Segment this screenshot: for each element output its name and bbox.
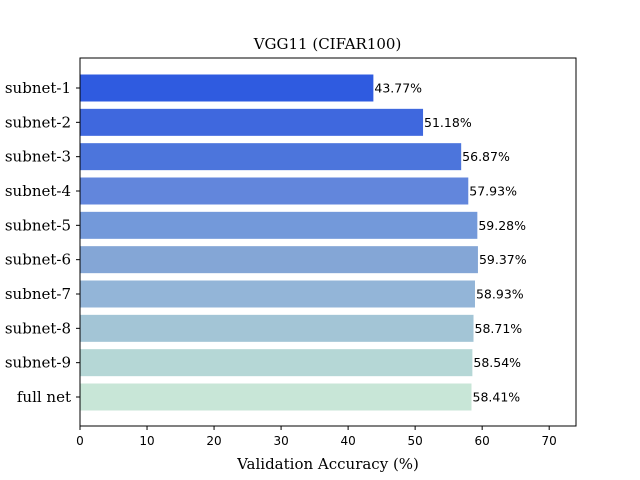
x-tick-label-60: 60	[475, 434, 490, 448]
bar-6	[80, 246, 478, 274]
plot-frame	[79, 57, 577, 427]
x-tick-label-50: 50	[407, 434, 422, 448]
data-label-4: 57.93%	[469, 184, 517, 199]
bar-10	[80, 383, 472, 411]
bar-7	[80, 280, 475, 308]
data-label-10: 58.41%	[473, 390, 521, 405]
data-label-1: 43.77%	[374, 81, 422, 96]
data-labels: 43.77% 51.18% 56.87% 57.93% 59.28% 59.37% 58.9…	[374, 81, 526, 405]
data-label-7: 58.93%	[476, 287, 524, 302]
bar-8	[80, 314, 474, 342]
x-tick-label-10: 10	[139, 434, 154, 448]
category-label-4: subnet-4	[5, 182, 71, 200]
bar-4	[80, 177, 469, 205]
category-label-3: subnet-3	[5, 148, 71, 166]
data-label-8: 58.71%	[475, 321, 523, 336]
category-label-7: subnet-7	[5, 285, 71, 303]
category-label-8: subnet-8	[5, 319, 71, 337]
x-tick-label-40: 40	[340, 434, 355, 448]
x-tick-label-30: 30	[273, 434, 288, 448]
category-label-6: subnet-6	[5, 251, 71, 269]
data-label-6: 59.37%	[479, 252, 527, 267]
x-tick-label-0: 0	[76, 434, 84, 448]
bar-2	[80, 108, 424, 136]
x-tick-label-70: 70	[542, 434, 557, 448]
data-label-3: 56.87%	[462, 149, 510, 164]
chart-title: VGG11 (CIFAR100)	[253, 35, 402, 53]
x-axis-ticks: 0 10 20 30 40 50 60 70	[76, 426, 557, 448]
category-label-10: full net	[17, 388, 71, 406]
data-label-9: 58.54%	[473, 355, 521, 370]
category-label-9: subnet-9	[5, 354, 71, 372]
bar-9	[80, 349, 473, 377]
x-tick-label-20: 20	[206, 434, 221, 448]
bar-5	[80, 211, 478, 239]
data-label-5: 59.28%	[478, 218, 526, 233]
category-label-2: subnet-2	[5, 113, 71, 131]
bar-3	[80, 143, 462, 171]
data-label-2: 51.18%	[424, 115, 472, 130]
category-labels: subnet-1 subnet-2 subnet-3 subnet-4 subnet-5…	[5, 79, 80, 406]
x-axis-label: Validation Accuracy (%)	[236, 455, 419, 473]
bar-1	[80, 74, 374, 102]
category-label-1: subnet-1	[5, 79, 71, 97]
bars-group	[80, 74, 478, 411]
category-label-5: subnet-5	[5, 216, 71, 234]
